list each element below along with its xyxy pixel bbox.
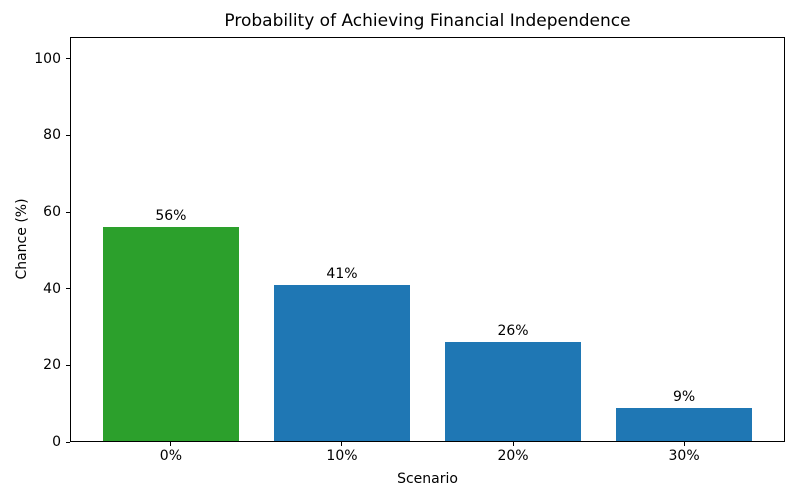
bar-value-label: 9%	[672, 388, 696, 405]
y-tick-label: 40	[43, 280, 61, 297]
bar	[102, 227, 240, 441]
bar-value-label: 41%	[326, 265, 358, 282]
x-tick-label: 10%	[326, 448, 358, 464]
x-tick-label: 0%	[159, 448, 183, 464]
bar-value-label: 56%	[155, 208, 187, 225]
y-tick-mark	[66, 441, 70, 443]
y-tick-mark	[66, 58, 70, 60]
y-tick-mark	[66, 364, 70, 366]
y-tick-label: 0	[52, 434, 61, 450]
x-tick-mark	[341, 442, 343, 446]
y-tick-mark	[66, 288, 70, 290]
x-tick-label: 20%	[497, 448, 529, 464]
x-tick-label: 30%	[668, 448, 700, 464]
bar-value-label: 26%	[497, 323, 529, 340]
x-tick-mark	[683, 442, 685, 446]
chart-title: Probability of Achieving Financial Indep…	[224, 11, 631, 31]
x-tick-mark	[170, 442, 172, 446]
y-tick-label: 60	[43, 204, 61, 221]
x-tick-mark	[512, 442, 514, 446]
x-axis-label: Scenario	[397, 471, 458, 487]
y-tick-mark	[66, 211, 70, 213]
bar	[273, 284, 411, 441]
y-tick-mark	[66, 134, 70, 136]
y-tick-label: 80	[43, 127, 61, 144]
bar	[615, 407, 753, 441]
y-tick-label: 20	[43, 357, 61, 374]
bar	[444, 342, 582, 441]
y-tick-label: 100	[34, 50, 61, 67]
